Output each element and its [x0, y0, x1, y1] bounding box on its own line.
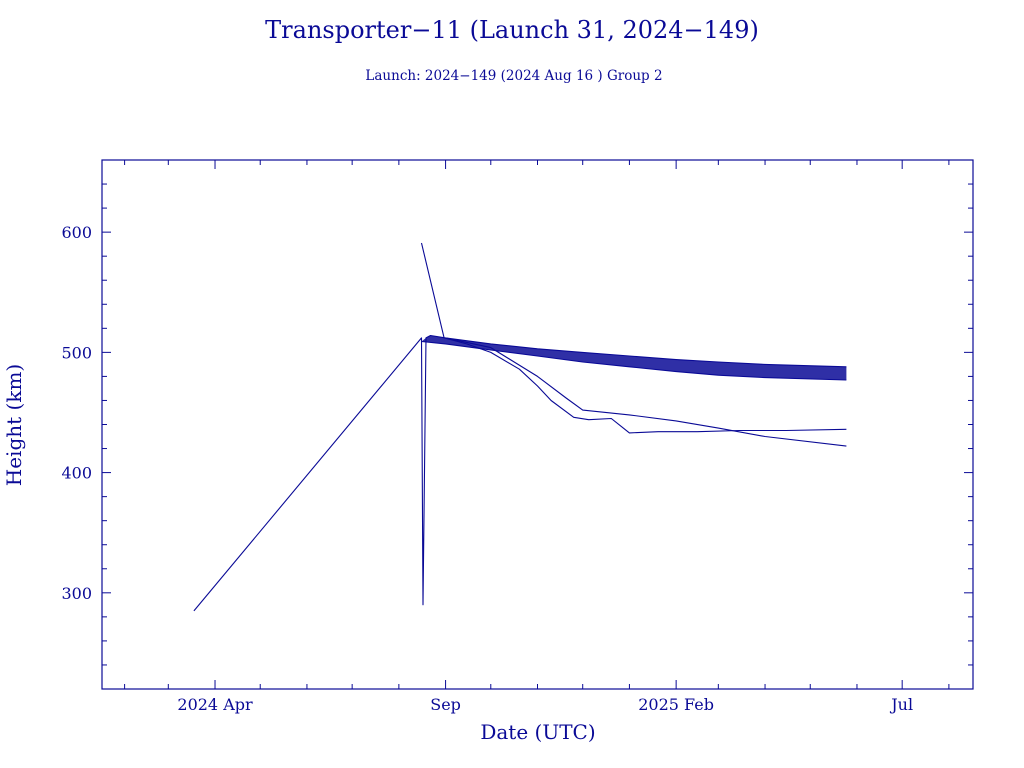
series-line-4	[445, 337, 847, 447]
x-tick-label: 2025 Feb	[638, 695, 714, 714]
series-layer	[193, 242, 847, 612]
y-tick-label: 500	[61, 343, 92, 362]
x-axis: 2024 Apr Sep 2025 Feb Jul	[124, 160, 950, 714]
x-axis-label: Date (UTC)	[480, 720, 595, 744]
y-axis-label: Height (km)	[2, 364, 26, 486]
plot-frame	[101, 159, 974, 690]
x-tick-label: Jul	[889, 695, 913, 714]
y-tick-label: 400	[61, 464, 92, 483]
y-tick-label: 300	[61, 584, 92, 603]
series-line-3	[420, 242, 847, 434]
y-tick-label: 600	[61, 223, 92, 242]
y-axis: 300 400 500 600	[61, 183, 973, 666]
chart-title: Transporter−11 (Launch 31, 2024−149)	[265, 16, 759, 44]
chart-subtitle: Launch: 2024−149 (2024 Aug 16 ) Group 2	[365, 68, 662, 84]
orbit-band	[421, 335, 847, 380]
x-tick-label: Sep	[430, 695, 461, 714]
x-tick-label: 2024 Apr	[177, 695, 253, 714]
